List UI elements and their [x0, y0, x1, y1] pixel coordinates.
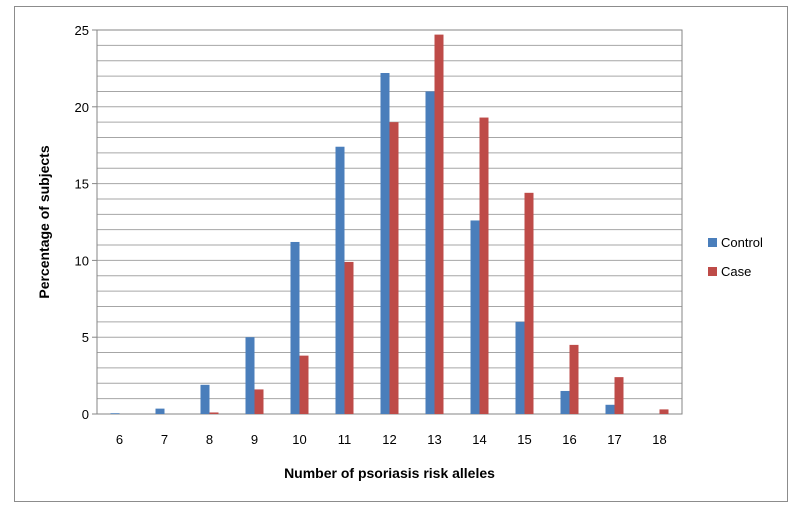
- y-tick-label: 5: [82, 330, 89, 345]
- x-tick-label: 8: [206, 432, 213, 447]
- bar-case-17: [614, 377, 624, 414]
- y-tick-label: 0: [82, 407, 89, 422]
- x-tick-label: 7: [161, 432, 168, 447]
- x-tick-label: 17: [607, 432, 621, 447]
- bar-case-13: [434, 34, 444, 414]
- legend-label-case: Case: [721, 264, 751, 279]
- x-tick-label: 13: [427, 432, 441, 447]
- bar-control-14: [470, 220, 480, 414]
- x-tick-label: 15: [517, 432, 531, 447]
- x-axis-title: Number of psoriasis risk alleles: [284, 465, 495, 481]
- legend-label-control: Control: [721, 235, 763, 250]
- x-tick-label: 14: [472, 432, 486, 447]
- legend-swatch-case: [708, 267, 717, 276]
- bar-case-16: [569, 344, 579, 414]
- legend-swatch-control: [708, 238, 717, 247]
- y-tick-label: 10: [75, 253, 89, 268]
- bar-control-8: [200, 384, 210, 414]
- bar-case-18: [659, 409, 669, 414]
- bar-control-12: [380, 73, 390, 415]
- bar-case-10: [299, 355, 309, 414]
- bar-case-15: [524, 192, 534, 414]
- bar-control-11: [335, 146, 345, 414]
- bar-case-14: [479, 117, 489, 414]
- legend: Control Case: [708, 235, 763, 279]
- chart-frame: [14, 6, 788, 502]
- x-tick-label: 16: [562, 432, 576, 447]
- y-tick-label: 25: [75, 23, 89, 38]
- bar-control-6: [110, 413, 120, 414]
- bar-control-9: [245, 337, 255, 414]
- bar-control-17: [605, 404, 615, 414]
- x-tick-label: 18: [652, 432, 666, 447]
- x-tick-label: 10: [292, 432, 306, 447]
- y-axis-title: Percentage of subjects: [36, 145, 52, 298]
- x-tick-label: 6: [116, 432, 123, 447]
- bar-case-8: [209, 412, 219, 414]
- bar-control-15: [515, 321, 525, 414]
- y-tick-label: 15: [75, 177, 89, 192]
- bar-control-10: [290, 241, 300, 414]
- bar-control-7: [155, 408, 165, 414]
- bar-case-12: [389, 122, 399, 414]
- x-tick-label: 12: [382, 432, 396, 447]
- y-tick-label: 20: [75, 100, 89, 115]
- bars: [110, 34, 669, 415]
- axes: 0 5 10 15 20 25 6 7 8 9 10 11 12 13 14 15 16 17 18: [75, 23, 667, 447]
- x-tick-label: 11: [338, 432, 352, 447]
- x-tick-label: 9: [251, 432, 258, 447]
- bar-case-9: [254, 389, 264, 414]
- bar-case-11: [344, 261, 354, 414]
- bar-control-13: [425, 91, 435, 414]
- bar-control-16: [560, 390, 570, 414]
